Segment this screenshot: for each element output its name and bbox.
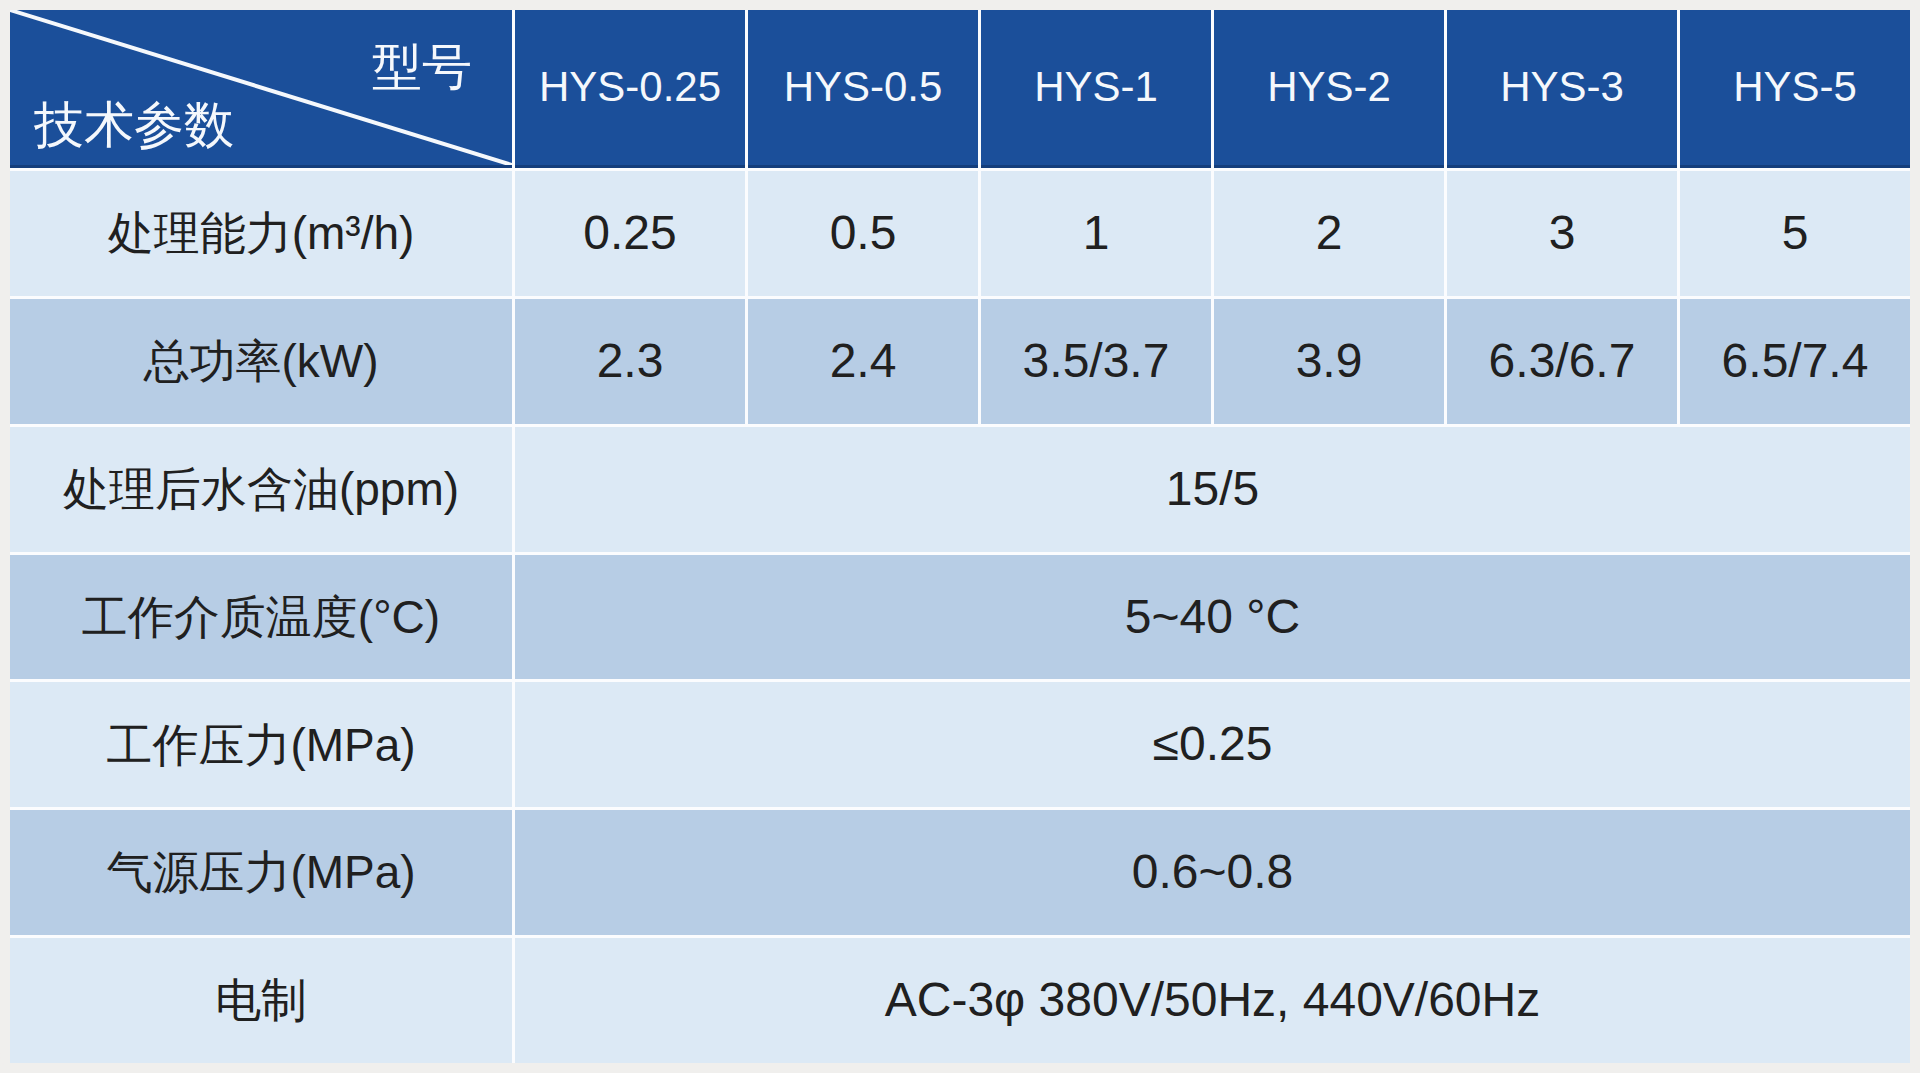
table-cell: 3 (1447, 171, 1677, 296)
table-cell: 3.5/3.7 (981, 299, 1211, 424)
table-cell: 0.5 (748, 171, 978, 296)
table-cell: 2.4 (748, 299, 978, 424)
table-cell-merged: 15/5 (515, 427, 1910, 552)
row-label-oil-content: 处理后水含油(ppm) (10, 427, 512, 552)
row-label-air-pressure: 气源压力(MPa) (10, 810, 512, 935)
column-header-hys-0-25: HYS-0.25 (515, 10, 745, 168)
table-cell-merged: 0.6~0.8 (515, 810, 1910, 935)
row-label-medium-temperature: 工作介质温度(°C) (10, 555, 512, 680)
column-header-hys-5: HYS-5 (1680, 10, 1910, 168)
table-cell: 6.3/6.7 (1447, 299, 1677, 424)
table-cell-merged: AC-3φ 380V/50Hz, 440V/60Hz (515, 938, 1910, 1063)
row-label-total-power: 总功率(kW) (10, 299, 512, 424)
table-cell: 2.3 (515, 299, 745, 424)
table-cell: 3.9 (1214, 299, 1444, 424)
column-header-hys-3: HYS-3 (1447, 10, 1677, 168)
corner-label-model: 型号 (372, 40, 472, 95)
row-label-capacity: 处理能力(m³/h) (10, 171, 512, 296)
table-cell: 2 (1214, 171, 1444, 296)
column-header-hys-0-5: HYS-0.5 (748, 10, 978, 168)
row-label-electrical-system: 电制 (10, 938, 512, 1063)
column-header-hys-1: HYS-1 (981, 10, 1211, 168)
table-cell-merged: ≤0.25 (515, 682, 1910, 807)
table-cell: 0.25 (515, 171, 745, 296)
table-cell: 5 (1680, 171, 1910, 296)
column-header-hys-2: HYS-2 (1214, 10, 1444, 168)
row-label-working-pressure: 工作压力(MPa) (10, 682, 512, 807)
spec-table-card: 型号 技术参数 HYS-0.25 HYS-0.5 HYS-1 HYS-2 HYS… (0, 0, 1920, 1073)
table-cell: 6.5/7.4 (1680, 299, 1910, 424)
corner-header-cell: 型号 技术参数 (10, 10, 512, 168)
table-cell: 1 (981, 171, 1211, 296)
spec-table: 型号 技术参数 HYS-0.25 HYS-0.5 HYS-1 HYS-2 HYS… (10, 10, 1910, 1063)
corner-label-parameters: 技术参数 (34, 98, 234, 153)
table-cell-merged: 5~40 °C (515, 555, 1910, 680)
